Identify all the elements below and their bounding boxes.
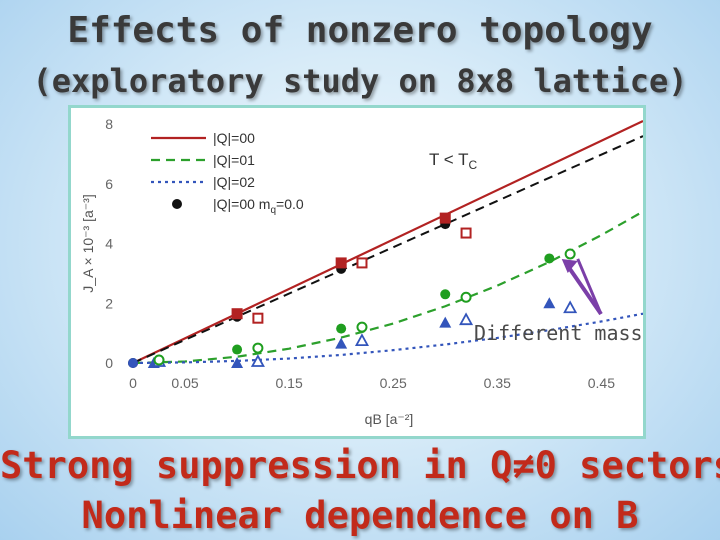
fit-line	[132, 135, 643, 364]
data-point	[252, 342, 264, 354]
condition-subscript: C	[469, 158, 478, 172]
x-axis-label: qB [a⁻²]	[365, 411, 414, 427]
legend-suffix: =0.0	[276, 196, 304, 212]
data-point	[563, 300, 578, 314]
x-tick-label: 0.35	[484, 375, 511, 391]
legend-subscript: q	[270, 205, 276, 216]
legend-marker	[172, 199, 182, 209]
conclusion-nonlinear: Nonlinear dependence on B	[81, 494, 639, 537]
annotation-arrow-shaft	[576, 258, 603, 315]
y-tick-label: 2	[105, 295, 113, 311]
data-point	[460, 291, 472, 303]
data-point	[335, 257, 347, 269]
data-point	[564, 248, 576, 260]
plot-frame: 0 2 4 6 8 0 0.05 0.15 0.25 0.35 0.45 qB [a⁻²] J_A × …	[68, 105, 646, 439]
x-tick-label: 0.15	[275, 375, 302, 391]
y-tick-label: 8	[105, 116, 113, 132]
y-tick-label: 6	[105, 176, 113, 192]
series-line	[132, 312, 643, 365]
data-point	[543, 297, 556, 309]
data-point	[231, 357, 244, 368]
data-point	[231, 308, 243, 320]
annotation-arrow-shaft	[564, 261, 603, 316]
y-axis-label: J_A × 10⁻³ [a⁻³]	[80, 194, 96, 292]
condition-label: T < TC	[429, 150, 478, 172]
data-point	[460, 227, 472, 239]
x-tick-label: 0.25	[380, 375, 407, 391]
legend-label: |Q|=01	[213, 152, 255, 168]
data-point	[439, 316, 452, 328]
data-point	[153, 354, 165, 366]
slide-title: Effects of nonzero topology	[67, 10, 653, 51]
annotation-arrow-head	[561, 258, 578, 273]
data-point	[544, 253, 555, 264]
data-point	[335, 337, 348, 349]
legend-label: |Q|=02	[213, 174, 255, 190]
x-tick-label: 0	[129, 375, 137, 391]
data-point	[356, 321, 368, 333]
legend-label: |Q|=00 mq=0.0	[213, 196, 304, 216]
data-point	[232, 344, 243, 355]
conclusion-suppression: Strong suppression in Q≠0 sectors	[0, 444, 720, 487]
annotation-label: Different masses	[474, 321, 643, 345]
data-point	[439, 212, 451, 224]
data-point	[440, 289, 451, 300]
data-point	[128, 358, 138, 368]
chart: 0 2 4 6 8 0 0.05 0.15 0.25 0.35 0.45 qB [a⁻²] J_A × …	[80, 116, 643, 427]
legend-label: |Q|=00	[213, 130, 255, 146]
x-tick-label: 0.05	[171, 375, 198, 391]
data-point	[250, 354, 265, 367]
data-point	[356, 257, 368, 269]
data-point	[354, 333, 370, 346]
x-tick-label: 0.45	[588, 375, 615, 391]
y-tick-label: 0	[105, 355, 113, 371]
data-point	[459, 312, 474, 326]
series-line	[132, 120, 643, 364]
data-point	[336, 323, 347, 334]
slide-subtitle: (exploratory study on 8x8 lattice)	[32, 62, 688, 100]
data-point	[252, 312, 264, 324]
y-tick-label: 4	[105, 236, 113, 252]
